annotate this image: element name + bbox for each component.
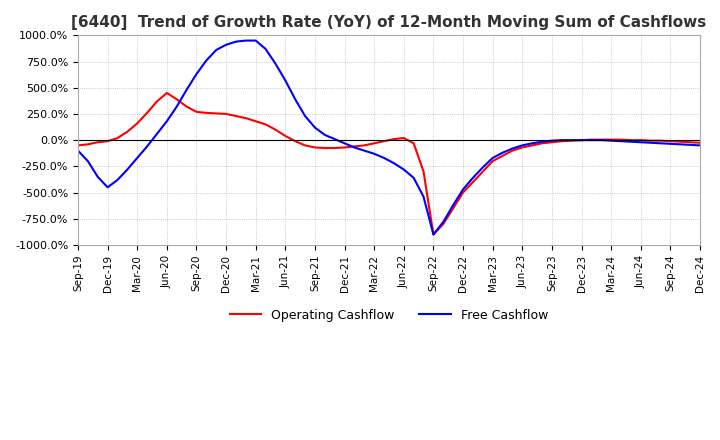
Free Cashflow	[390, 161, 398, 166]
Line: Operating Cashflow: Operating Cashflow	[78, 93, 700, 235]
Legend: Operating Cashflow, Free Cashflow: Operating Cashflow, Free Cashflow	[225, 304, 553, 327]
Free Cashflow	[488, 155, 497, 161]
Operating Cashflow	[341, 145, 349, 150]
Operating Cashflow	[429, 232, 438, 237]
Operating Cashflow	[73, 143, 82, 148]
Operating Cashflow	[439, 221, 448, 227]
Free Cashflow	[429, 232, 438, 237]
Operating Cashflow	[488, 158, 497, 164]
Title: [6440]  Trend of Growth Rate (YoY) of 12-Month Moving Sum of Cashflows: [6440] Trend of Growth Rate (YoY) of 12-…	[71, 15, 706, 30]
Line: Free Cashflow: Free Cashflow	[78, 40, 700, 235]
Free Cashflow	[696, 143, 704, 148]
Free Cashflow	[241, 38, 250, 43]
Operating Cashflow	[153, 99, 161, 104]
Operating Cashflow	[498, 153, 507, 158]
Operating Cashflow	[390, 136, 398, 142]
Operating Cashflow	[696, 140, 704, 145]
Free Cashflow	[73, 148, 82, 153]
Free Cashflow	[439, 219, 448, 224]
Free Cashflow	[498, 150, 507, 155]
Free Cashflow	[341, 141, 349, 146]
Operating Cashflow	[163, 90, 171, 95]
Free Cashflow	[153, 131, 161, 136]
